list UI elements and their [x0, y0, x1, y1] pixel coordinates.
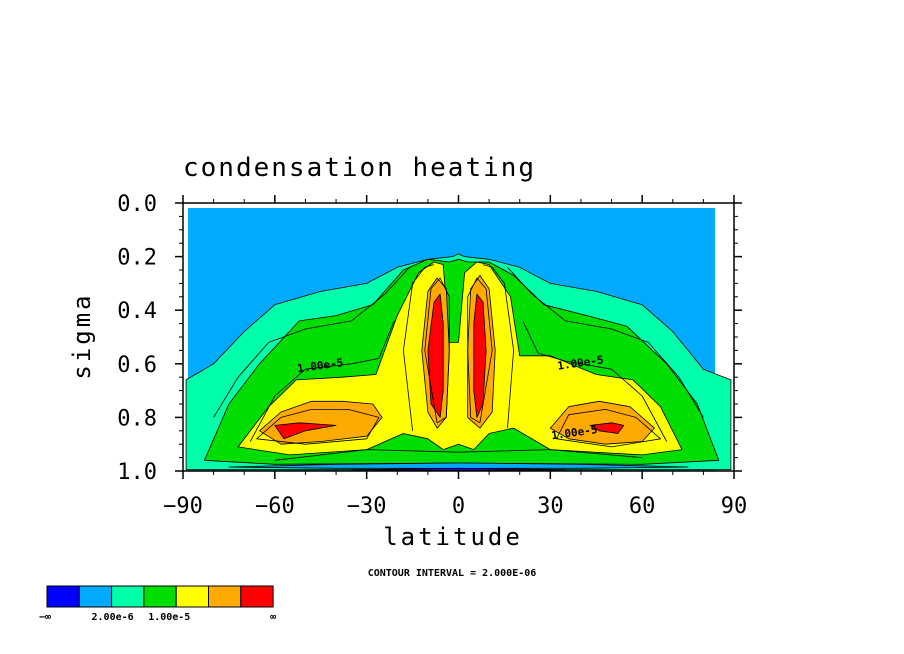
contour-fill-10 — [589, 422, 625, 434]
x-tick-label: −60 — [255, 494, 295, 519]
contour-line-0 — [213, 267, 410, 418]
x-tick-label: 0 — [452, 494, 465, 519]
x-tick-label: −90 — [163, 494, 203, 519]
contour-label-0: 1.00e-5 — [296, 356, 344, 375]
contour-interval-note: CONTOUR INTERVAL = 2.000E-06 — [368, 568, 537, 579]
legend-swatch-6 — [240, 585, 274, 608]
legend-label-0: −∞ — [39, 612, 51, 623]
legend-swatch-5 — [208, 585, 242, 608]
legend-swatch-4 — [175, 585, 209, 608]
chart-title: condensation heating — [183, 153, 536, 183]
contour-line-4 — [256, 409, 380, 445]
contour-fill-4 — [549, 400, 655, 445]
contour-label-2: 1.00e-5 — [550, 423, 598, 442]
contour-line-8 — [424, 277, 450, 424]
contour-line-3 — [522, 320, 668, 442]
contour-line-2 — [249, 320, 395, 442]
y-tick-label: 0.6 — [117, 353, 157, 378]
legend-swatch-2 — [111, 585, 145, 608]
contour-fill-8 — [473, 293, 487, 418]
contour-line-5 — [556, 409, 661, 448]
x-tick-label: 30 — [537, 494, 564, 519]
legend-label-2: 1.00e-5 — [148, 612, 190, 623]
x-tick-label: 60 — [629, 494, 656, 519]
contour-line-9 — [467, 277, 493, 424]
y-tick-label: 0.2 — [117, 246, 157, 271]
contour-fill-12 — [351, 467, 566, 471]
contour-line-1 — [507, 267, 704, 418]
legend-label-1: 2.00e-6 — [92, 612, 134, 623]
x-axis: −90 −60 −30 0 30 60 90 — [163, 195, 747, 519]
y-tick-label: 0.0 — [117, 192, 157, 217]
contour-fills — [185, 253, 732, 471]
contour-line-10 — [274, 449, 643, 461]
legend-label-3: ∞ — [270, 612, 276, 623]
legend-swatch-3 — [143, 585, 177, 608]
y-axis: 0.0 0.2 0.4 0.6 0.8 1.0 — [117, 192, 742, 485]
contour-labels: 1.00e-5 1.00e-5 1.00e-5 — [296, 353, 604, 442]
contour-fill-11 — [228, 462, 689, 469]
contour-lines — [213, 264, 704, 461]
y-tick-label: 0.8 — [117, 406, 157, 431]
contour-label-1: 1.00e-5 — [557, 353, 605, 372]
y-tick-label: 0.4 — [117, 299, 157, 324]
contour-fill-7 — [427, 293, 444, 418]
legend-swatch-0 — [46, 585, 80, 608]
contour-line-7 — [482, 264, 514, 429]
legend-swatch-1 — [78, 585, 113, 608]
contour-line-6 — [403, 264, 435, 431]
x-tick-label: −30 — [347, 494, 387, 519]
x-axis-title: latitude — [383, 523, 523, 551]
x-tick-label: 90 — [721, 494, 748, 519]
y-tick-label: 1.0 — [117, 460, 157, 485]
contour-fill-9 — [274, 422, 337, 440]
color-legend: −∞ 2.00e-6 1.00e-5 ∞ — [39, 585, 276, 623]
y-axis-title: sigma — [68, 292, 96, 379]
